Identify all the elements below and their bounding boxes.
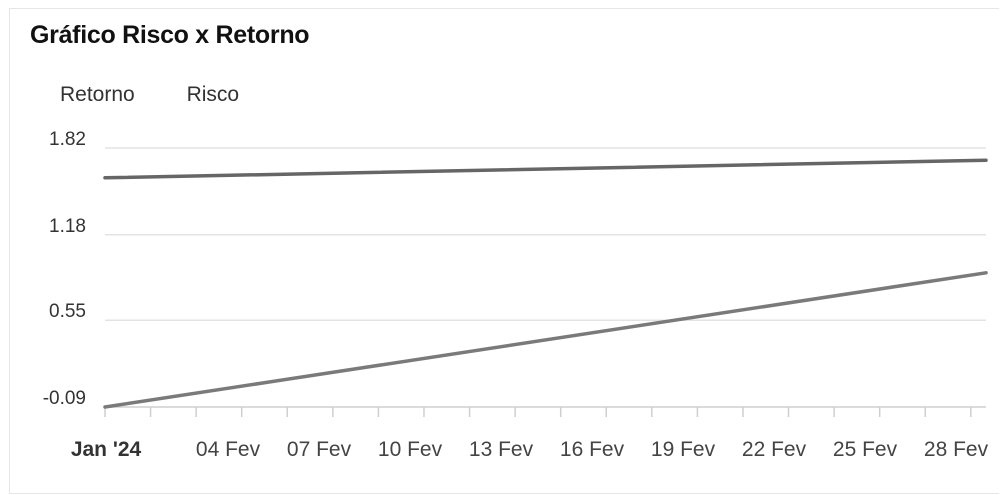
y-tick-label: -0.09 [43, 388, 86, 409]
chart-legend: Retorno Risco [60, 83, 285, 107]
series-line-retorno [103, 271, 988, 409]
y-tick-label: 1.82 [49, 129, 86, 150]
x-tick-label: 25 Fev [833, 438, 898, 461]
legend-item-retorno[interactable]: Retorno [60, 83, 135, 106]
x-tick-label: Jan '24 [71, 438, 142, 461]
chart-title: Gráfico Risco x Retorno [30, 21, 310, 49]
x-tick-label: 04 Fev [196, 438, 261, 461]
x-tick-label: 07 Fev [287, 438, 352, 461]
y-tick-label: 1.18 [49, 216, 86, 237]
y-tick-label: 0.55 [49, 301, 86, 322]
x-tick-label: 13 Fev [469, 438, 534, 461]
x-tick-label: 28 Fev [924, 438, 989, 461]
series-line-risco [103, 158, 988, 180]
x-tick-label: 19 Fev [651, 438, 716, 461]
legend-item-risco[interactable]: Risco [186, 83, 240, 106]
x-tick-label: 10 Fev [378, 438, 443, 461]
chart-card: Gráfico Risco x Retorno [9, 8, 999, 494]
x-tick-label: 16 Fev [560, 438, 625, 461]
x-tick-label: 22 Fev [742, 438, 807, 461]
